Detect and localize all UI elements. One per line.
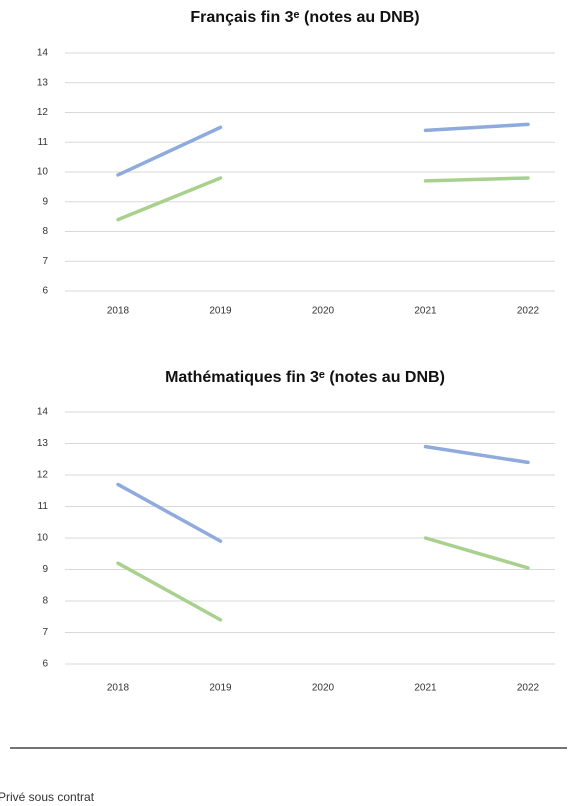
x-tick-label: 2021	[414, 683, 437, 694]
data-line	[116, 122, 530, 177]
y-tick-label: 13	[37, 77, 49, 88]
y-tick-label: 8	[42, 596, 48, 607]
y-tick-label: 7	[42, 256, 48, 267]
y-tick-label: 8	[42, 226, 48, 237]
y-tick-label: 7	[42, 627, 48, 638]
x-tick-label: 2018	[107, 306, 130, 317]
y-tick-label: 10	[37, 533, 49, 544]
footer: Privé sous contrat	[0, 790, 95, 804]
y-tick-label: 10	[37, 167, 49, 178]
x-tick-label: 2020	[312, 306, 335, 317]
y-tick-label: 11	[38, 501, 49, 512]
y-tick-label: 9	[42, 196, 48, 207]
x-tick-label: 2019	[209, 683, 232, 694]
data-line	[116, 176, 530, 222]
data-line	[116, 444, 530, 543]
y-tick-label: 6	[42, 659, 48, 670]
y-tick-label: 12	[37, 107, 49, 118]
x-tick-label: 2022	[517, 683, 540, 694]
x-tick-label: 2019	[209, 306, 232, 317]
y-tick-label: 14	[37, 407, 49, 418]
y-tick-label: 9	[42, 564, 48, 575]
chart-title: Mathématiques fin 3ᵉ (notes au DNB)	[165, 369, 445, 386]
y-tick-label: 11	[38, 137, 49, 148]
x-tick-label: 2021	[414, 306, 437, 317]
y-tick-label: 13	[37, 438, 49, 449]
chart-title: Français fin 3ᵉ (notes au DNB)	[190, 9, 419, 26]
data-line	[116, 536, 530, 622]
x-tick-label: 2020	[312, 683, 335, 694]
x-tick-label: 2022	[517, 306, 540, 317]
y-tick-label: 14	[37, 48, 49, 59]
y-tick-label: 6	[42, 286, 48, 297]
x-tick-label: 2018	[107, 683, 130, 694]
y-tick-label: 12	[37, 470, 49, 481]
